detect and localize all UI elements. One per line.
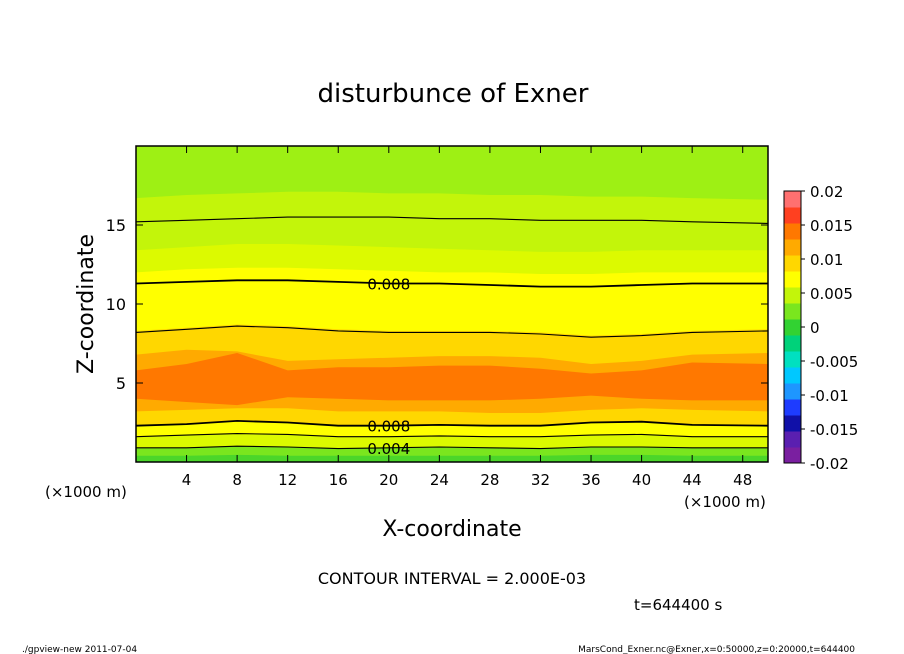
colorbar-tick-label: -0.005 bbox=[810, 353, 858, 371]
y-unit-label: (×1000 m) bbox=[45, 483, 127, 501]
x-tick-label: 48 bbox=[733, 471, 752, 489]
x-tick-label: 16 bbox=[329, 471, 348, 489]
contour-line-2 bbox=[135, 419, 769, 427]
x-axis: 4 8 12 16 20 24 28 32 36 40 44 48 bbox=[182, 146, 752, 489]
y-tick-label: 10 bbox=[106, 295, 126, 314]
footer-left: ./gpview-new 2011-07-04 bbox=[22, 645, 137, 654]
x-tick-label: 36 bbox=[581, 471, 600, 489]
colorbar-segment bbox=[784, 399, 801, 416]
contour-label-2: 0.008 bbox=[367, 418, 410, 436]
x-tick-label: 44 bbox=[683, 471, 702, 489]
colorbar-segment bbox=[784, 239, 801, 256]
y-tick-label: 15 bbox=[106, 216, 126, 235]
x-tick-label: 12 bbox=[278, 471, 297, 489]
x-tick-label: 24 bbox=[430, 471, 449, 489]
x-tick-label: 40 bbox=[632, 471, 651, 489]
contour-line-0 bbox=[136, 445, 768, 450]
contour-interval-text: CONTOUR INTERVAL = 2.000E-03 bbox=[318, 569, 586, 588]
colorbar-segment bbox=[784, 447, 801, 464]
chart-title: disturbunce of Exner bbox=[318, 79, 589, 109]
x-tick-label: 8 bbox=[232, 471, 242, 489]
y-axis: 5 10 15 bbox=[106, 216, 768, 393]
colorbar-segment bbox=[784, 271, 801, 288]
colorbar-tick-label: 0.015 bbox=[810, 217, 853, 235]
x-tick-label: 28 bbox=[480, 471, 499, 489]
colorbar-segment bbox=[784, 335, 801, 352]
colorbar-segment bbox=[784, 367, 801, 384]
colorbar-segment bbox=[784, 351, 801, 368]
colorbar-segment bbox=[784, 255, 801, 272]
colorbar-segment bbox=[784, 319, 801, 336]
colorbar-segment bbox=[784, 223, 801, 240]
plot-area bbox=[136, 146, 768, 463]
contour-label-0: 0.004 bbox=[367, 440, 410, 458]
x-tick-label: 4 bbox=[182, 471, 192, 489]
colorbar-segment bbox=[784, 207, 801, 224]
colorbar-segment bbox=[784, 303, 801, 320]
x-tick-label: 20 bbox=[379, 471, 398, 489]
colorbar-tick-label: 0.005 bbox=[810, 285, 853, 303]
colorbar-segment bbox=[784, 287, 801, 304]
contour-line-3 bbox=[135, 325, 769, 338]
colorbar-segment bbox=[784, 431, 801, 448]
colorbar-tick-label: -0.02 bbox=[810, 455, 849, 473]
x-unit-label: (×1000 m) bbox=[684, 493, 766, 511]
colorbar-segment bbox=[784, 415, 801, 432]
colorbar-segment bbox=[784, 191, 801, 208]
x-tick-label: 32 bbox=[531, 471, 550, 489]
fill-band-11 bbox=[136, 454, 768, 462]
colorbar: 0.02 0.015 0.01 0.005 0 -0.005 -0.01 -0.015 -0.0… bbox=[783, 183, 858, 473]
colorbar-tick-label: -0.015 bbox=[810, 421, 858, 439]
colorbar-tick-label: 0.02 bbox=[810, 183, 843, 201]
y-axis-label: Z-coordinate bbox=[74, 234, 99, 374]
colorbar-segment bbox=[784, 383, 801, 400]
y-tick-label: 5 bbox=[116, 374, 126, 393]
colorbar-tick-label: 0.01 bbox=[810, 251, 843, 269]
x-axis-label: X-coordinate bbox=[382, 517, 521, 542]
contour-line-5 bbox=[135, 216, 769, 224]
time-text: t=644400 s bbox=[634, 596, 722, 614]
contour-label-4: 0.008 bbox=[367, 275, 410, 293]
footer-right: MarsCond_Exner.nc@Exner,x=0:50000,z=0:20… bbox=[578, 645, 855, 654]
colorbar-tick-label: 0 bbox=[810, 319, 820, 337]
contour-line-1 bbox=[135, 433, 768, 438]
contour-line-4 bbox=[135, 279, 768, 288]
colorbar-tick-label: -0.01 bbox=[810, 387, 849, 405]
contour-lines: 0.004 0.008 0.008 bbox=[135, 216, 769, 458]
